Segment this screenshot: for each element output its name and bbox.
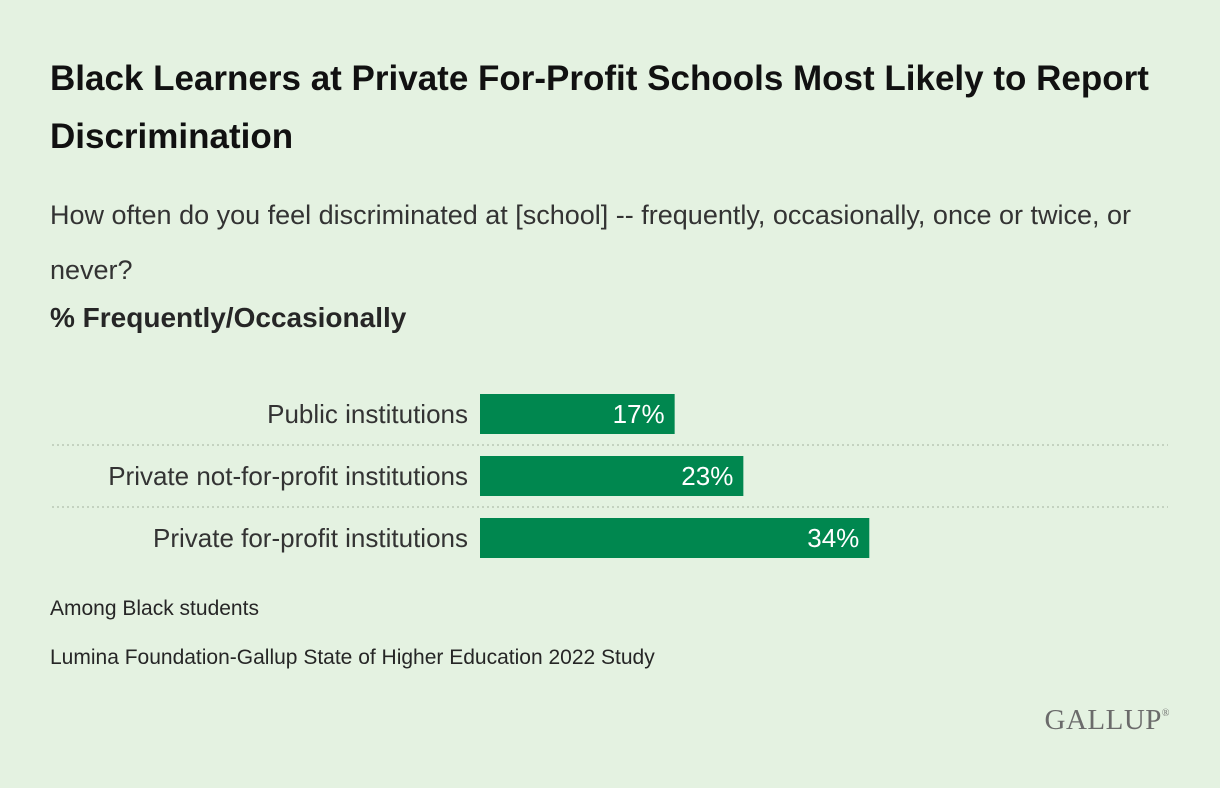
category-label: Private for-profit institutions [153, 523, 468, 553]
value-label: 34% [807, 523, 859, 553]
gallup-logo: GALLUP® [1045, 704, 1171, 737]
population-note: Among Black students [50, 597, 259, 620]
source-note: Lumina Foundation-Gallup State of Higher… [50, 646, 655, 669]
bars-layer: Public institutions 17% Private not-for-pr… [52, 394, 1168, 558]
bar [480, 394, 675, 434]
logo-text: GALLUP [1044, 704, 1162, 736]
category-label: Public institutions [267, 399, 468, 429]
bar [480, 456, 744, 496]
bar-chart: Public institutions 17% Private not-for-pr… [52, 394, 1168, 558]
registered-mark: ® [1161, 708, 1170, 719]
chart-title: Black Learners at Private For-Profit Sch… [50, 59, 1149, 156]
chart-subtitle: How often do you feel discriminated at [… [50, 200, 1132, 285]
bar [480, 518, 870, 558]
value-label: 23% [681, 461, 733, 491]
measure-label: % Frequently/Occasionally [50, 302, 407, 333]
category-label: Private not-for-profit institutions [108, 461, 468, 491]
value-label: 17% [613, 399, 665, 429]
